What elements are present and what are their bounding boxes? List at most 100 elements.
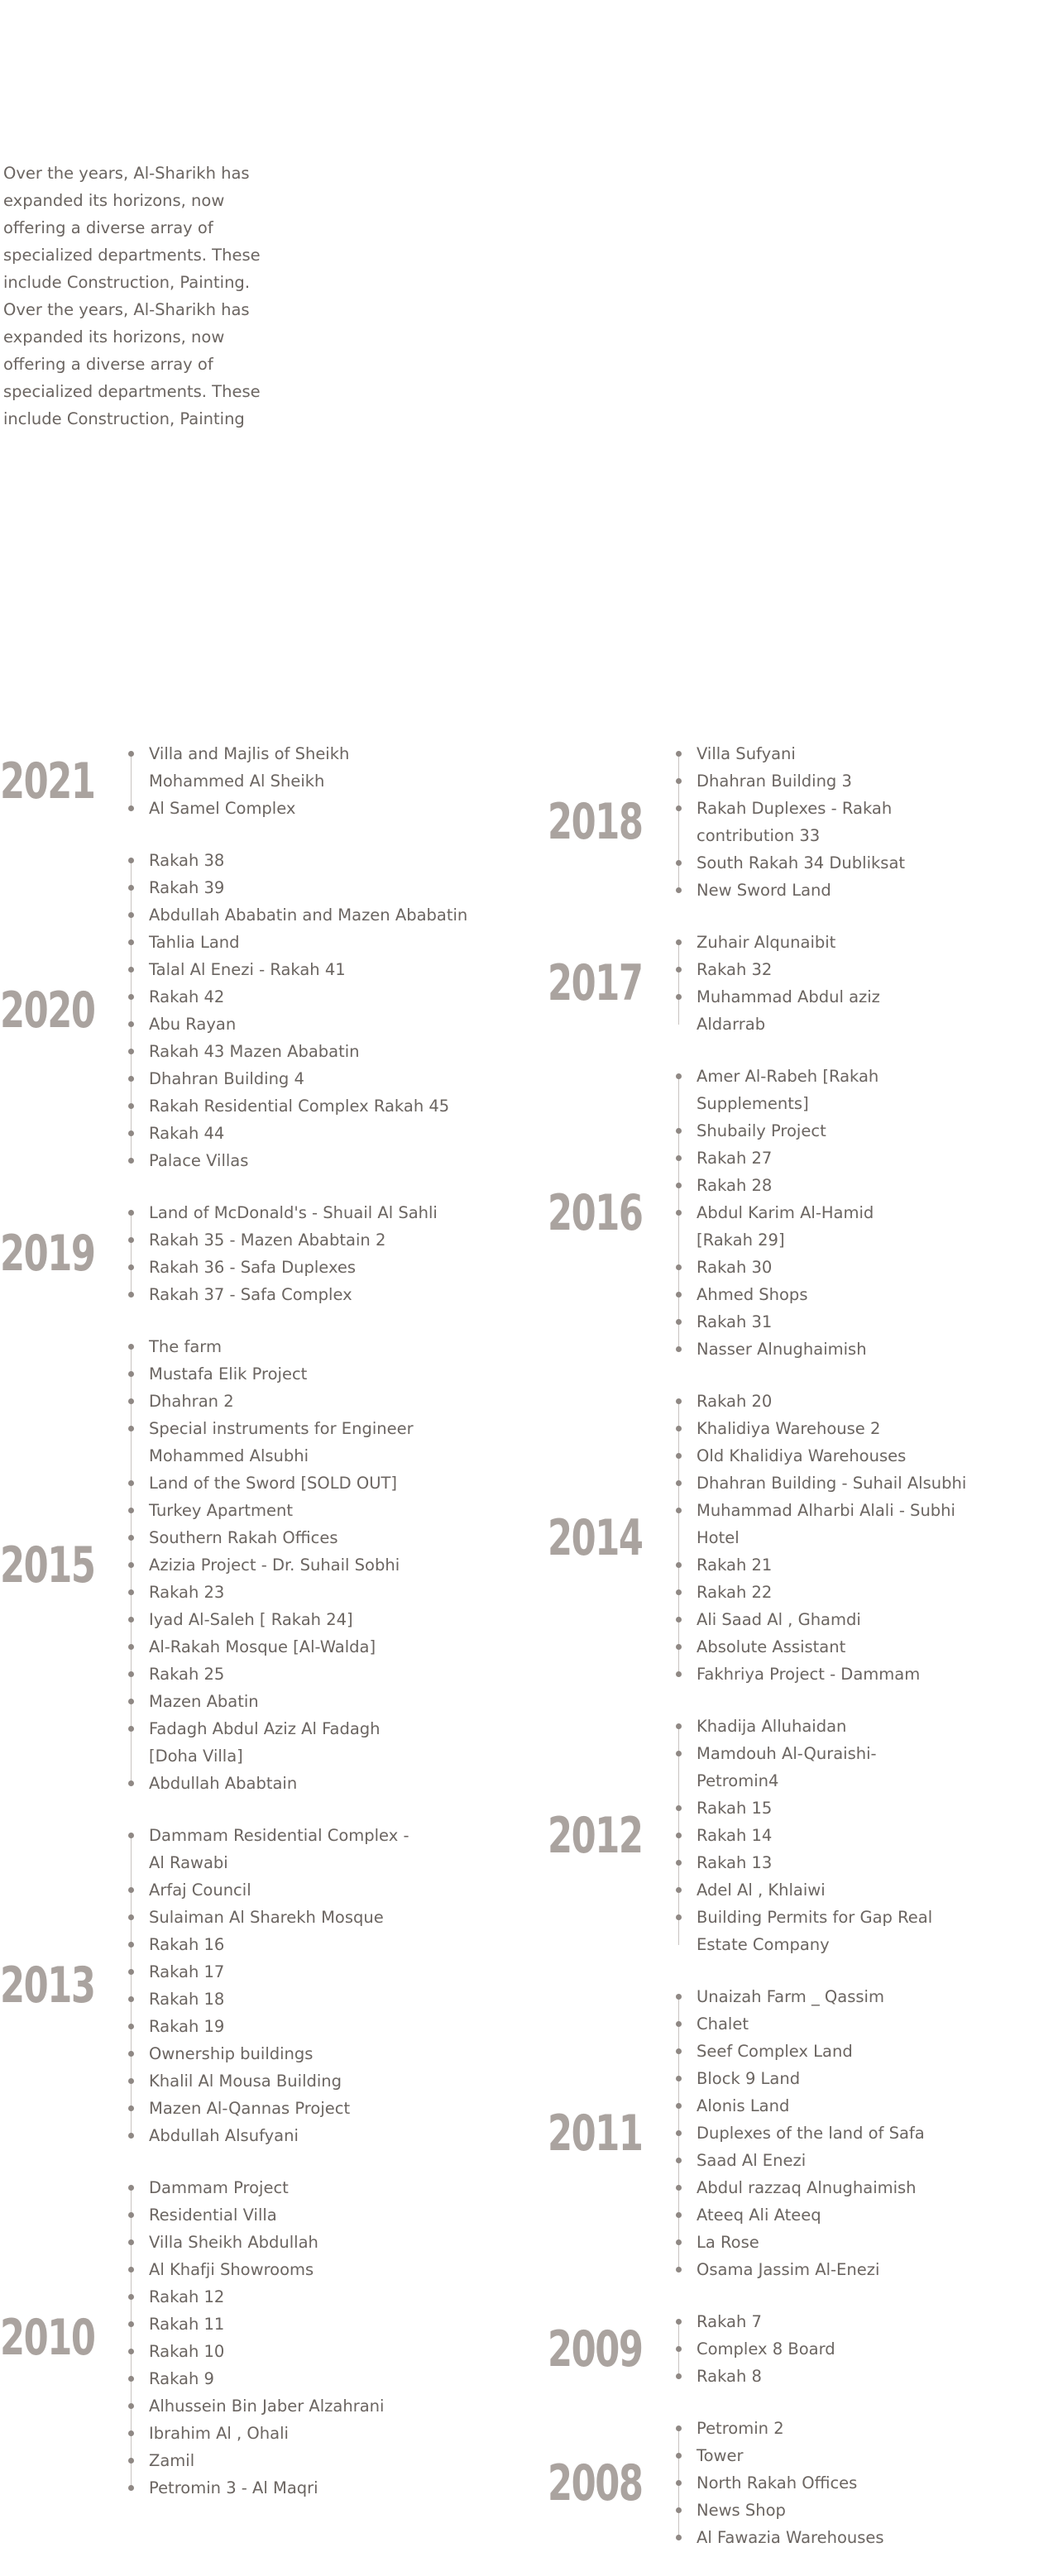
project-item: Nasser Alnughaimish xyxy=(675,1336,878,1363)
project-item: Petromin 2 xyxy=(676,2415,884,2442)
project-item: Rakah 30 xyxy=(675,1254,878,1281)
project-item: Osama Jassim Al-Enezi xyxy=(676,2256,925,2283)
year-label: 2009 xyxy=(548,2320,644,2378)
intro-paragraph: Over the years, Al-Sharikh has expanded … xyxy=(3,164,261,428)
project-item: Azizia Project - Dr. Suhail Sobhi xyxy=(128,1551,414,1579)
project-item: Rakah 42 xyxy=(127,983,467,1011)
project-list: Amer Al-Rabeh [Rakah Supplements] Shubail… xyxy=(675,1063,878,1363)
project-item: Rakah 13 xyxy=(675,1849,932,1876)
project-item: Villa Sheikh Abdullah xyxy=(127,2229,384,2256)
year-label: 2010 xyxy=(0,2309,96,2367)
project-item: Rakah 8 xyxy=(676,2363,835,2390)
project-item: Palace Villas xyxy=(127,1147,467,1174)
project-item: Rakah 28 xyxy=(675,1172,878,1199)
year-group-2011: 2011 Unaizah Farm _ Qassim Chalet Seef Comp… xyxy=(548,1983,1058,2283)
project-item: Rakah 20 xyxy=(675,1388,966,1415)
year-label: 2018 xyxy=(548,793,644,851)
project-item: Khalidiya Warehouse 2 xyxy=(675,1415,966,1442)
project-item: La Rose xyxy=(676,2229,925,2256)
project-item: Rakah 22 xyxy=(675,1579,966,1606)
project-item: Shubaily Project xyxy=(675,1117,878,1145)
project-item: Al Samel Complex xyxy=(127,795,349,822)
project-item: Rakah 36 - Safa Duplexes xyxy=(128,1254,438,1281)
project-item: Special instruments for Engineer Mohamme… xyxy=(128,1415,414,1470)
project-list: Dammam Residential Complex - Al Rawabi Ar… xyxy=(127,1822,409,2149)
project-item: Rakah 19 xyxy=(127,2013,409,2040)
project-item: Al-Rakah Mosque [Al-Walda] xyxy=(128,1633,414,1661)
project-item: Southern Rakah Offices xyxy=(128,1524,414,1551)
project-item: Residential Villa xyxy=(127,2201,384,2229)
project-item: Rakah 18 xyxy=(127,1986,409,2013)
year-label: 2017 xyxy=(548,954,644,1012)
project-item: Muhammad Abdul aziz Aldarrab xyxy=(676,983,880,1038)
project-item: Mazen Al-Qannas Project xyxy=(127,2095,409,2122)
project-list: Petromin 2 Tower North Rakah Offices News S… xyxy=(676,2415,884,2551)
year-group-2008: 2008 Petromin 2 Tower North Rakah Offices Ne… xyxy=(548,2415,1058,2551)
project-item: Rakah 39 xyxy=(127,874,467,901)
project-item: Rakah 23 xyxy=(128,1579,414,1606)
project-item: Rakah 9 xyxy=(127,2365,384,2392)
project-item: Rakah 44 xyxy=(127,1120,467,1147)
project-item: Rakah 17 xyxy=(127,1958,409,1986)
project-list: Rakah 7 Complex 8 Board Rakah 8 xyxy=(676,2308,835,2390)
year-label: 2012 xyxy=(548,1806,644,1865)
project-item: Ownership buildings xyxy=(127,2040,409,2067)
project-item: Dhahran 2 xyxy=(128,1388,414,1415)
project-list: Khadija Alluhaidan Mamdouh Al-Quraishi- P… xyxy=(675,1713,932,1958)
project-item: Rakah 10 xyxy=(127,2338,384,2365)
project-list: The farm Mustafa Elik Project Dhahran 2 Spe… xyxy=(128,1333,414,1797)
project-item: Al Khafji Showrooms xyxy=(127,2256,384,2283)
project-item: Abdul razzaq Alnughaimish xyxy=(676,2174,925,2201)
project-item: Chalet xyxy=(676,2010,925,2038)
project-item: Block 9 Land xyxy=(676,2065,925,2092)
project-item: Saad Al Enezi xyxy=(676,2147,925,2174)
project-item: Mustafa Elik Project xyxy=(128,1360,414,1388)
year-group-2015: 2015 The farm Mustafa Elik Project Dhahran … xyxy=(0,1333,529,1797)
project-list: Villa Sufyani Dhahran Building 3 Rakah Dup… xyxy=(675,740,905,904)
project-item: Rakah Residential Complex Rakah 45 xyxy=(127,1092,467,1120)
year-label: 2011 xyxy=(548,2104,644,2163)
project-item: Seef Complex Land xyxy=(676,2038,925,2065)
project-item: Ahmed Shops xyxy=(675,1281,878,1308)
year-label: 2015 xyxy=(0,1536,96,1594)
project-item: Dhahran Building 4 xyxy=(127,1065,467,1092)
year-group-2014: 2014 Rakah 20 Khalidiya Warehouse 2 Old Kha… xyxy=(548,1388,1058,1688)
project-item: Al Fawazia Warehouses xyxy=(676,2524,884,2551)
project-item: Sulaiman Al Sharekh Mosque xyxy=(127,1904,409,1931)
project-item: Rakah 32 xyxy=(676,956,880,983)
project-item: News Shop xyxy=(676,2497,884,2524)
project-item: Unaizah Farm _ Qassim xyxy=(676,1983,925,2010)
project-item: Rakah 27 xyxy=(675,1145,878,1172)
project-item: Complex 8 Board xyxy=(676,2335,835,2363)
project-item: Zamil xyxy=(127,2447,384,2474)
project-item: Tower xyxy=(676,2442,884,2469)
project-item: Amer Al-Rabeh [Rakah Supplements] xyxy=(675,1063,878,1117)
project-item: Fadagh Abdul Aziz Al Fadagh [Doha Villa] xyxy=(128,1715,414,1770)
project-item: Abdullah Ababatin and Mazen Ababatin xyxy=(127,901,467,929)
project-item: The farm xyxy=(128,1333,414,1360)
project-item: Abdul Karim Al-Hamid [Rakah 29] xyxy=(675,1199,878,1254)
year-group-2021: 2021 Villa and Majlis of Sheikh Mohammed … xyxy=(0,740,529,822)
project-item: Land of McDonald's - Shuail Al Sahli xyxy=(128,1199,438,1226)
project-item: Dammam Residential Complex - Al Rawabi xyxy=(127,1822,409,1876)
project-list: Unaizah Farm _ Qassim Chalet Seef Complex … xyxy=(676,1983,925,2283)
project-item: North Rakah Offices xyxy=(676,2469,884,2497)
project-item: Building Permits for Gap Real Estate Com… xyxy=(675,1904,932,1958)
year-group-2010: 2010 Dammam Project Residential Villa Villa… xyxy=(0,2174,529,2502)
project-item: New Sword Land xyxy=(675,877,905,904)
year-group-2016: 2016 Amer Al-Rabeh [Rakah Supplements] Shu… xyxy=(548,1063,1058,1363)
project-item: Arfaj Council xyxy=(127,1876,409,1904)
year-label: 2020 xyxy=(0,982,96,1039)
project-list: Rakah 20 Khalidiya Warehouse 2 Old Khalidi… xyxy=(675,1388,966,1688)
project-item: Absolute Assistant xyxy=(675,1633,966,1661)
year-label: 2021 xyxy=(0,752,96,810)
project-item: Rakah 14 xyxy=(675,1822,932,1849)
timeline-column-right: 2018 Villa Sufyani Dhahran Building 3 Rakah… xyxy=(548,740,1058,2576)
project-item: Zuhair Alqunaibit xyxy=(676,929,880,956)
year-group-2018: 2018 Villa Sufyani Dhahran Building 3 Rakah… xyxy=(548,740,1058,904)
project-item: Abu Rayan xyxy=(127,1011,467,1038)
project-item: Alhussein Bin Jaber Alzahrani xyxy=(127,2392,384,2420)
year-group-2019: 2019 Land of McDonald's - Shuail Al Sahli… xyxy=(0,1199,529,1308)
project-item: Rakah Duplexes - Rakah contribution 33 xyxy=(675,795,905,849)
project-item: Rakah 43 Mazen Ababatin xyxy=(127,1038,467,1065)
